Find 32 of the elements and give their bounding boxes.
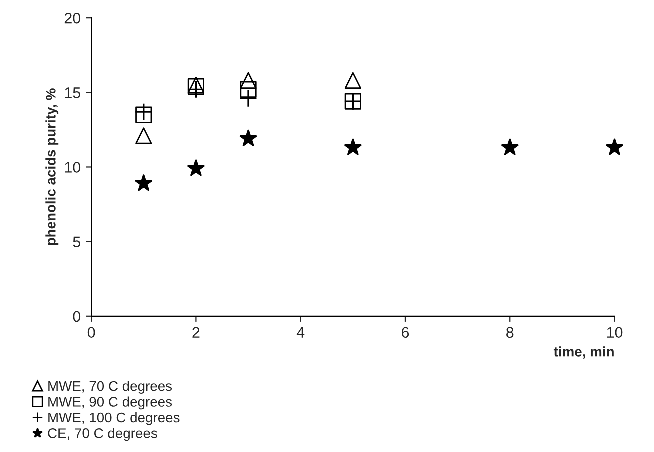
point — [188, 160, 205, 176]
point — [187, 80, 206, 99]
point — [344, 138, 362, 156]
y-tick-label: 5 — [73, 236, 81, 248]
x-tick-label: 0 — [88, 327, 96, 338]
point — [240, 130, 258, 146]
point — [134, 103, 153, 122]
point — [606, 138, 624, 156]
legend-label: MWE, 100 C degrees — [48, 412, 180, 426]
legend-label: MWE, 70 C degrees — [48, 381, 172, 394]
x-tick-label: 2 — [192, 327, 200, 338]
x-tick-label: 10 — [607, 327, 623, 338]
y-tick-label: 0 — [73, 311, 81, 322]
point — [240, 72, 257, 90]
legend-label: CE, 70 C degrees — [48, 428, 158, 442]
point — [344, 72, 362, 90]
y-tick-label: 20 — [64, 12, 81, 24]
y-axis-title: phenolic acids purity, % — [46, 88, 59, 246]
point — [344, 92, 362, 111]
x-tick-label: 6 — [402, 327, 410, 338]
x-axis-title: time, min — [554, 346, 614, 359]
x-tick-label: 8 — [506, 327, 514, 338]
point — [135, 174, 153, 192]
point — [501, 138, 519, 156]
y-tick-label: 15 — [65, 88, 81, 98]
y-tick-label: 10 — [65, 162, 81, 173]
point — [136, 128, 152, 144]
point — [239, 90, 258, 108]
legend-label: MWE, 90 C degrees — [48, 396, 172, 410]
point — [136, 106, 152, 124]
x-tick-label: 4 — [296, 327, 305, 338]
point — [240, 81, 257, 98]
